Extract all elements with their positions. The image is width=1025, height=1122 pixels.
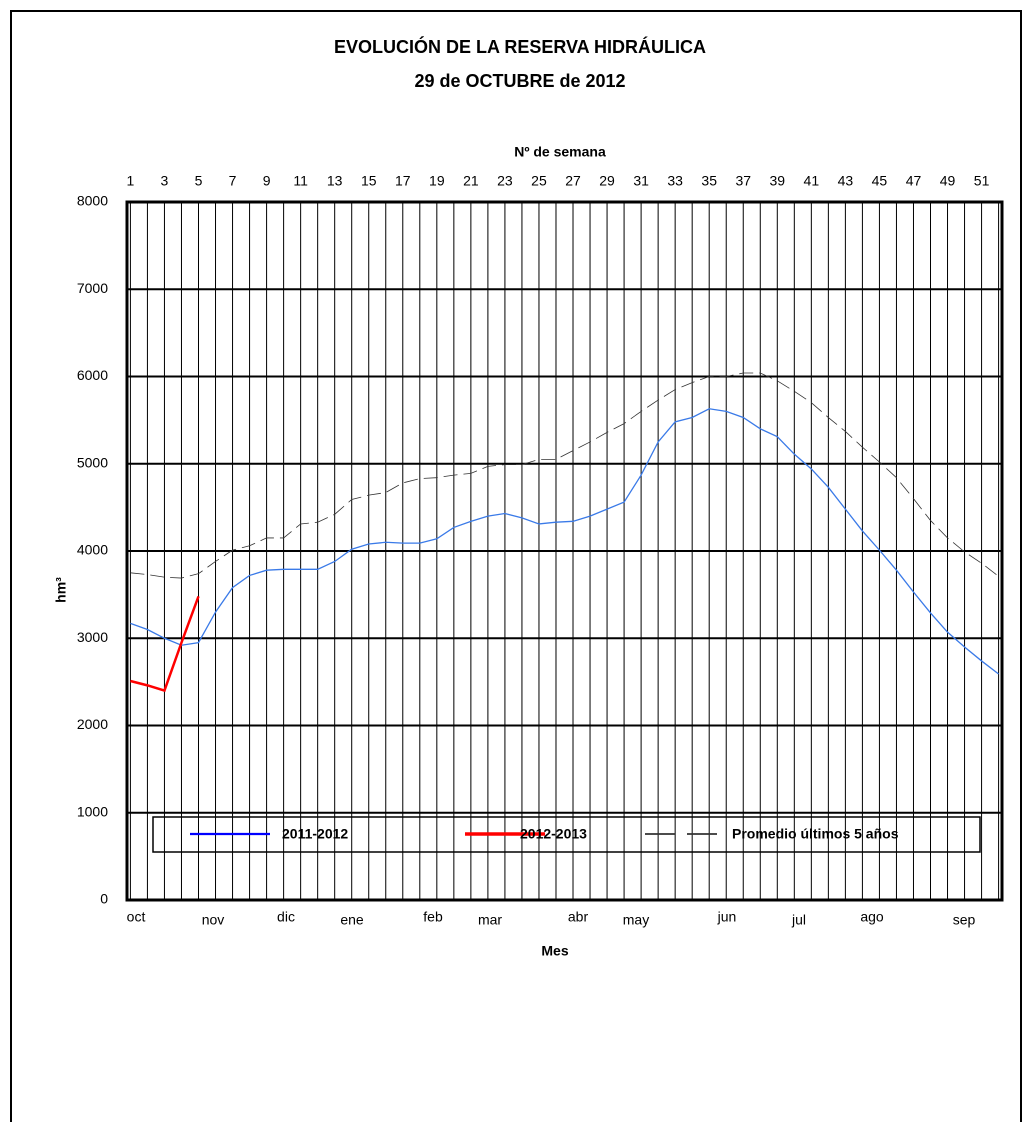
x2-tick-label: 39 bbox=[770, 173, 786, 189]
x2-tick-label: 23 bbox=[497, 173, 513, 189]
x-tick-label: sep bbox=[953, 912, 976, 928]
y-tick-label: 4000 bbox=[77, 542, 108, 558]
x2-tick-label: 51 bbox=[974, 173, 990, 189]
x2-tick-label: 45 bbox=[872, 173, 888, 189]
frame bbox=[10, 10, 1022, 1122]
x2-tick-label: 31 bbox=[633, 173, 649, 189]
y-axis-label: hm³ bbox=[53, 577, 69, 603]
x-tick-label: feb bbox=[423, 909, 443, 925]
y-tick-label: 1000 bbox=[77, 803, 108, 819]
x2-axis-label: Nº de semana bbox=[514, 144, 606, 160]
x2-tick-label: 25 bbox=[531, 173, 547, 189]
x-tick-label: may bbox=[623, 912, 649, 928]
legend-box bbox=[152, 816, 981, 853]
y-tick-label: 0 bbox=[100, 891, 108, 907]
x2-tick-label: 11 bbox=[293, 173, 308, 189]
y-tick-label: 5000 bbox=[77, 454, 108, 470]
x2-tick-label: 1 bbox=[127, 173, 135, 189]
x-tick-label: dic bbox=[277, 909, 295, 925]
x2-tick-label: 7 bbox=[229, 173, 237, 189]
y-tick-label: 3000 bbox=[77, 629, 108, 645]
x2-tick-label: 21 bbox=[463, 173, 479, 189]
series-line bbox=[130, 372, 999, 579]
x-tick-label: nov bbox=[202, 912, 225, 928]
x2-tick-label: 29 bbox=[599, 173, 615, 189]
x2-tick-label: 17 bbox=[395, 173, 411, 189]
y-tick-label: 6000 bbox=[77, 367, 108, 383]
x2-tick-label: 47 bbox=[906, 173, 922, 189]
x2-tick-label: 27 bbox=[565, 173, 581, 189]
x2-tick-label: 43 bbox=[838, 173, 854, 189]
legend-label: 2012-2013 bbox=[520, 826, 587, 842]
x-tick-label: jun bbox=[717, 909, 737, 925]
x-tick-label: mar bbox=[478, 912, 502, 928]
x2-tick-label: 9 bbox=[263, 173, 271, 189]
legend-label: 2011-2012 bbox=[282, 826, 348, 842]
x-tick-label: oct bbox=[127, 909, 146, 925]
x2-tick-label: 35 bbox=[701, 173, 717, 189]
x2-tick-label: 3 bbox=[161, 173, 169, 189]
x-tick-label: ene bbox=[340, 912, 364, 928]
x2-tick-label: 33 bbox=[667, 173, 683, 189]
y-tick-label: 8000 bbox=[77, 193, 108, 209]
series-line bbox=[130, 408, 999, 675]
chart-subtitle: 29 de OCTUBRE de 2012 bbox=[414, 71, 625, 91]
y-tick-label: 7000 bbox=[77, 280, 108, 296]
x2-tick-label: 15 bbox=[361, 173, 377, 189]
x2-tick-label: 13 bbox=[327, 173, 343, 189]
x2-tick-label: 5 bbox=[195, 173, 203, 189]
x-tick-label: ago bbox=[860, 909, 884, 925]
x2-tick-label: 37 bbox=[735, 173, 751, 189]
x-axis-label: Mes bbox=[541, 943, 568, 959]
chart-title: EVOLUCIÓN DE LA RESERVA HIDRÁULICA bbox=[334, 36, 706, 57]
y-tick-label: 2000 bbox=[77, 716, 108, 732]
series-line bbox=[130, 595, 200, 693]
x2-tick-label: 49 bbox=[940, 173, 956, 189]
x-tick-label: abr bbox=[568, 909, 589, 925]
x2-tick-label: 19 bbox=[429, 173, 445, 189]
x-tick-label: jul bbox=[791, 912, 806, 928]
legend-label: Promedio últimos 5 años bbox=[732, 826, 899, 842]
x2-tick-label: 41 bbox=[804, 173, 820, 189]
plot-border bbox=[125, 200, 1004, 902]
